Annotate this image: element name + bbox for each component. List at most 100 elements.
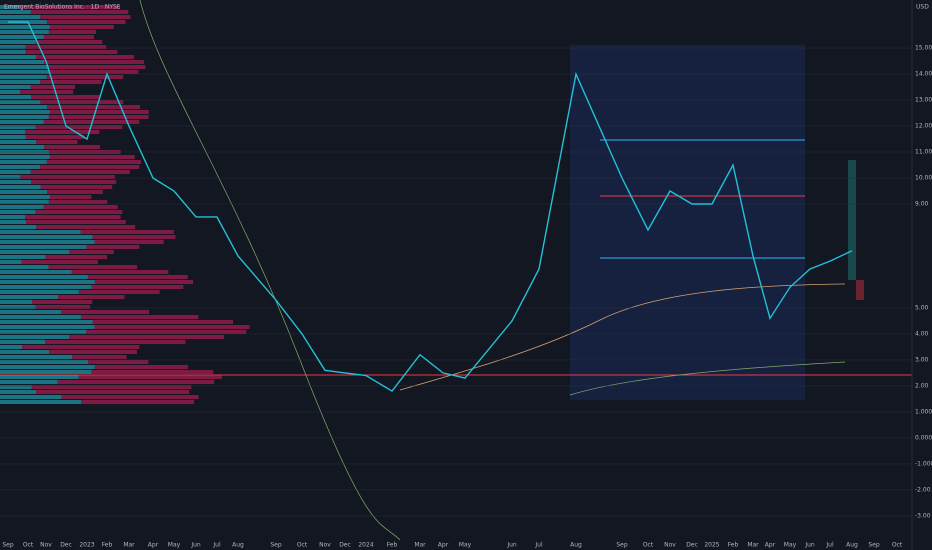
volume-profile [72, 355, 127, 359]
x-tick-label: Jun [190, 542, 201, 549]
y-tick-label: 2.00 [915, 382, 929, 389]
volume-profile [25, 45, 107, 49]
volume-profile [25, 130, 100, 134]
price-line [8, 21, 853, 393]
volume-profile [0, 395, 62, 399]
x-tick-label: Apr [438, 542, 449, 549]
volume-profile [69, 250, 114, 254]
y-tick-label: 14.00 [915, 71, 932, 78]
volume-profile [0, 95, 32, 99]
volume-profile [0, 145, 45, 149]
volume-profile [20, 5, 120, 9]
x-tick-label: Oct [297, 542, 308, 549]
y-tick-label: -2.00 [915, 486, 931, 493]
volume-profile [94, 365, 189, 369]
volume-profile [0, 65, 49, 69]
volume-profile [0, 165, 40, 169]
volume-profile [35, 55, 135, 59]
volume-profile [80, 315, 199, 319]
volume-profile [0, 15, 41, 19]
y-tick-label: 4.00 [915, 330, 929, 337]
volume-profile [31, 180, 117, 184]
volume-profile [0, 45, 26, 49]
volume-profile [92, 320, 234, 324]
y-tick-label: 15.00 [915, 45, 932, 52]
x-tick-label: Aug [846, 542, 858, 549]
volume-profile [87, 275, 188, 279]
x-tick-label: Nov [319, 542, 331, 549]
volume-profile [0, 305, 36, 309]
volume-profile [21, 260, 98, 264]
x-tick-label: Feb [387, 542, 398, 549]
volume-profile [20, 175, 115, 179]
x-tick-label: Aug [232, 542, 244, 549]
volume-profile [0, 300, 33, 304]
volume-profile [0, 85, 31, 89]
x-tick-label: Apr [765, 542, 776, 549]
volume-profile [78, 375, 222, 379]
volume-profile [46, 105, 141, 109]
y-tick-label: 3.00 [915, 356, 929, 363]
volume-profile [0, 250, 70, 254]
volume-profile [94, 280, 194, 284]
volume-profile [45, 340, 186, 344]
volume-profile [0, 390, 37, 394]
x-tick-label: Sep [616, 542, 628, 549]
volume-profile [92, 235, 176, 239]
volume-profile [49, 110, 149, 114]
volume-profile [0, 55, 36, 59]
volume-profile [0, 290, 79, 294]
volume-profile [57, 295, 125, 299]
volume-profile [49, 155, 135, 159]
volume-profile [80, 230, 174, 234]
volume-profile [47, 190, 103, 194]
volume-profile [25, 215, 121, 219]
volume-profile [81, 400, 195, 404]
volume-profile [0, 185, 41, 189]
volume-profile [46, 160, 142, 164]
volume-profile [0, 360, 89, 364]
volume-profile [26, 220, 126, 224]
x-tick-label: Jun [506, 542, 517, 549]
volume-profile [61, 310, 149, 314]
volume-profile [0, 130, 26, 134]
x-tick-label: Feb [728, 542, 739, 549]
volume-profile [0, 260, 22, 264]
x-tick-label: Jun [804, 542, 815, 549]
volume-profile [88, 360, 149, 364]
volume-profile [0, 275, 88, 279]
volume-profile [25, 50, 118, 54]
x-tick-label: Jul [212, 542, 221, 549]
volume-profile [0, 345, 23, 349]
volume-profile [91, 370, 214, 374]
x-tick-label: Mar [123, 542, 135, 549]
volume-profile [40, 185, 113, 189]
volume-profile [0, 400, 82, 404]
volume-profile [44, 145, 100, 149]
volume-profile [31, 95, 101, 99]
volume-profile [46, 75, 124, 79]
x-tick-label: May [784, 542, 797, 549]
currency-label: USD [916, 4, 929, 11]
x-tick-label: 2024 [358, 542, 373, 549]
volume-profile [44, 60, 144, 64]
chart-title: Emergent BioSolutions Inc. · 1D · NYSE [4, 4, 121, 11]
volume-profile [0, 265, 49, 269]
volume-profile [0, 105, 47, 109]
moving-average [569, 361, 846, 396]
volume-profile [36, 140, 78, 144]
volume-profile [0, 190, 48, 194]
x-tick-label: May [459, 542, 472, 549]
volume-profile [86, 245, 140, 249]
volume-profile [49, 70, 139, 74]
volume-profile [30, 85, 75, 89]
volume-profile [35, 305, 91, 309]
volume-profile [0, 215, 26, 219]
volume-profile [39, 165, 140, 169]
volume-profile [0, 110, 50, 114]
volume-profile [0, 325, 95, 329]
volume-profile [49, 195, 92, 199]
volume-profile [0, 210, 36, 214]
